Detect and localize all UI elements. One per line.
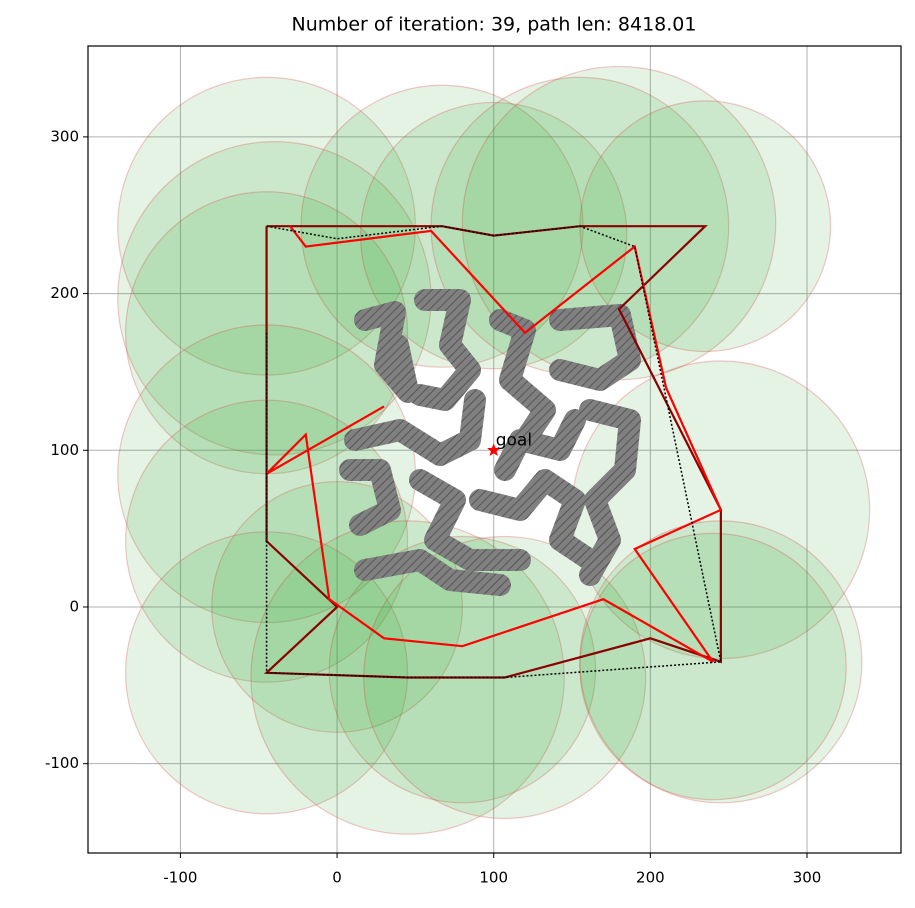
obstacle-part [344,389,486,466]
y-tick-label: -100 [45,754,79,772]
circles [117,65,871,835]
x-tick-label: 0 [332,869,342,887]
y-tick-label: 100 [50,441,79,459]
y-tick-label: 0 [69,597,79,615]
obstacle-part [354,549,511,596]
plot-frame [87,45,902,854]
x-tick-label: 300 [793,869,822,887]
obstacle [339,289,641,596]
paths [263,225,723,679]
obstacle-part [409,289,481,411]
x-tick-label: 200 [636,869,665,887]
goal-label: goal [496,430,532,450]
coverage-circle [579,532,847,801]
obstacle-part [409,469,531,571]
goal-marker [487,443,501,456]
x-tick-label: -100 [163,869,197,887]
obstacle-part [339,459,401,536]
x-tick-label: 100 [479,869,508,887]
obstacle-part [469,469,601,571]
path-line [265,225,723,663]
y-tick-label: 300 [50,127,79,145]
obstacle-part [494,409,586,481]
axes: -100 0 100 200 300 -100 0 100 200 300 [45,127,821,886]
y-tick-label: 200 [50,284,79,302]
obstacle-part [354,301,419,403]
chart-title: Number of iteration: 39, path len: 8418.… [292,14,697,36]
obstacle-part [489,309,556,451]
coverage-circle [328,535,597,804]
obstacle-part [549,304,641,391]
obstacle-part [579,399,641,586]
